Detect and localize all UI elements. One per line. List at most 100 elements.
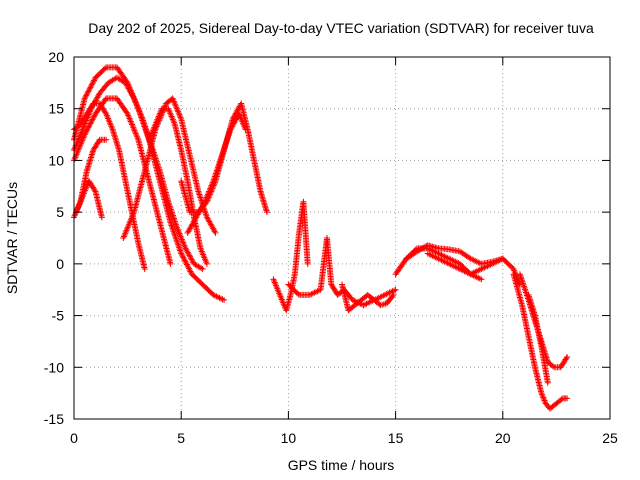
data-point [135,105,142,112]
data-point [175,241,182,248]
grid [74,57,610,419]
data-point [197,194,204,201]
data-point [178,236,185,243]
data-point [176,232,183,239]
data-point [131,96,138,103]
data-point [177,247,184,254]
data-point [169,95,176,102]
data-point [172,232,179,239]
data-point [304,260,311,267]
data-point [178,251,185,258]
data-point [205,189,212,196]
data-point [180,239,187,246]
data-point [174,107,181,114]
y-tick-label: 15 [48,101,64,117]
series-t15 [403,242,506,267]
data-point [135,107,142,114]
data-point [204,192,211,199]
data-point [196,191,203,198]
data-point [294,290,301,297]
data-point [167,219,174,226]
data-point [539,393,546,400]
plot-border [73,56,611,420]
data-point [83,128,90,135]
data-point [199,266,206,273]
data-point [211,228,218,235]
data-point [85,88,92,95]
data-point [478,276,485,283]
data-point [84,126,91,133]
data-point [88,119,95,126]
data-point [196,193,203,200]
data-point [172,234,179,241]
data-point [86,87,93,94]
x-tick-label: 5 [177,430,185,446]
x-tick-label: 25 [602,430,618,446]
data-point [173,237,180,244]
data-point [186,265,193,272]
data-point [499,255,506,262]
data-point [81,95,88,102]
y-tick-label: 20 [48,49,64,65]
series-t6 [73,178,105,221]
data-point [134,102,141,109]
data-point [195,188,202,195]
data-point [91,187,98,194]
data-point [204,191,211,198]
chart-title: Day 202 of 2025, Sidereal Day-to-day VTE… [88,20,594,36]
data-point [183,261,190,268]
y-tick-label: -5 [52,308,65,324]
series-t8 [146,105,210,267]
data-point [207,184,214,191]
data-point [540,394,547,401]
data-point [81,121,88,128]
data-point [77,132,84,139]
data-point [85,124,92,131]
series-t12 [285,235,399,309]
data-point [206,186,213,193]
data-point [181,243,188,250]
data-point [91,77,98,84]
data-point [169,225,176,232]
series-t19 [525,291,551,386]
data-point [187,268,194,275]
data-point [521,286,528,293]
data-point [177,233,184,240]
data-point [83,91,90,98]
data-point [174,226,181,233]
data-point [173,224,180,231]
data-point [206,188,213,195]
data-point [172,101,179,108]
data-point [86,85,93,92]
data-point [168,222,175,229]
data-point [83,92,90,99]
data-point [539,391,546,398]
y-tick-label: -10 [44,359,64,375]
data-point [171,229,178,236]
x-tick-label: 20 [495,430,511,446]
data-point [203,194,210,201]
data-point [88,81,95,88]
data-point [540,396,547,403]
data-point [177,114,184,121]
series-t10 [184,110,249,236]
data-point [176,230,183,237]
data-point [186,267,193,274]
data-point [136,108,143,115]
data-point [176,111,183,118]
y-tick-label: 10 [48,152,64,168]
series-t13 [339,281,397,314]
data-point [209,179,216,186]
data-point [202,197,209,204]
data-point [174,238,181,245]
data-point [389,293,396,300]
data-point [203,260,210,267]
data-point [101,65,108,72]
data-point [208,182,215,189]
data-point [183,260,190,267]
data-point [175,110,182,117]
data-point [170,226,177,233]
data-point [90,115,97,122]
data-point [198,265,205,272]
data-point [80,124,87,131]
